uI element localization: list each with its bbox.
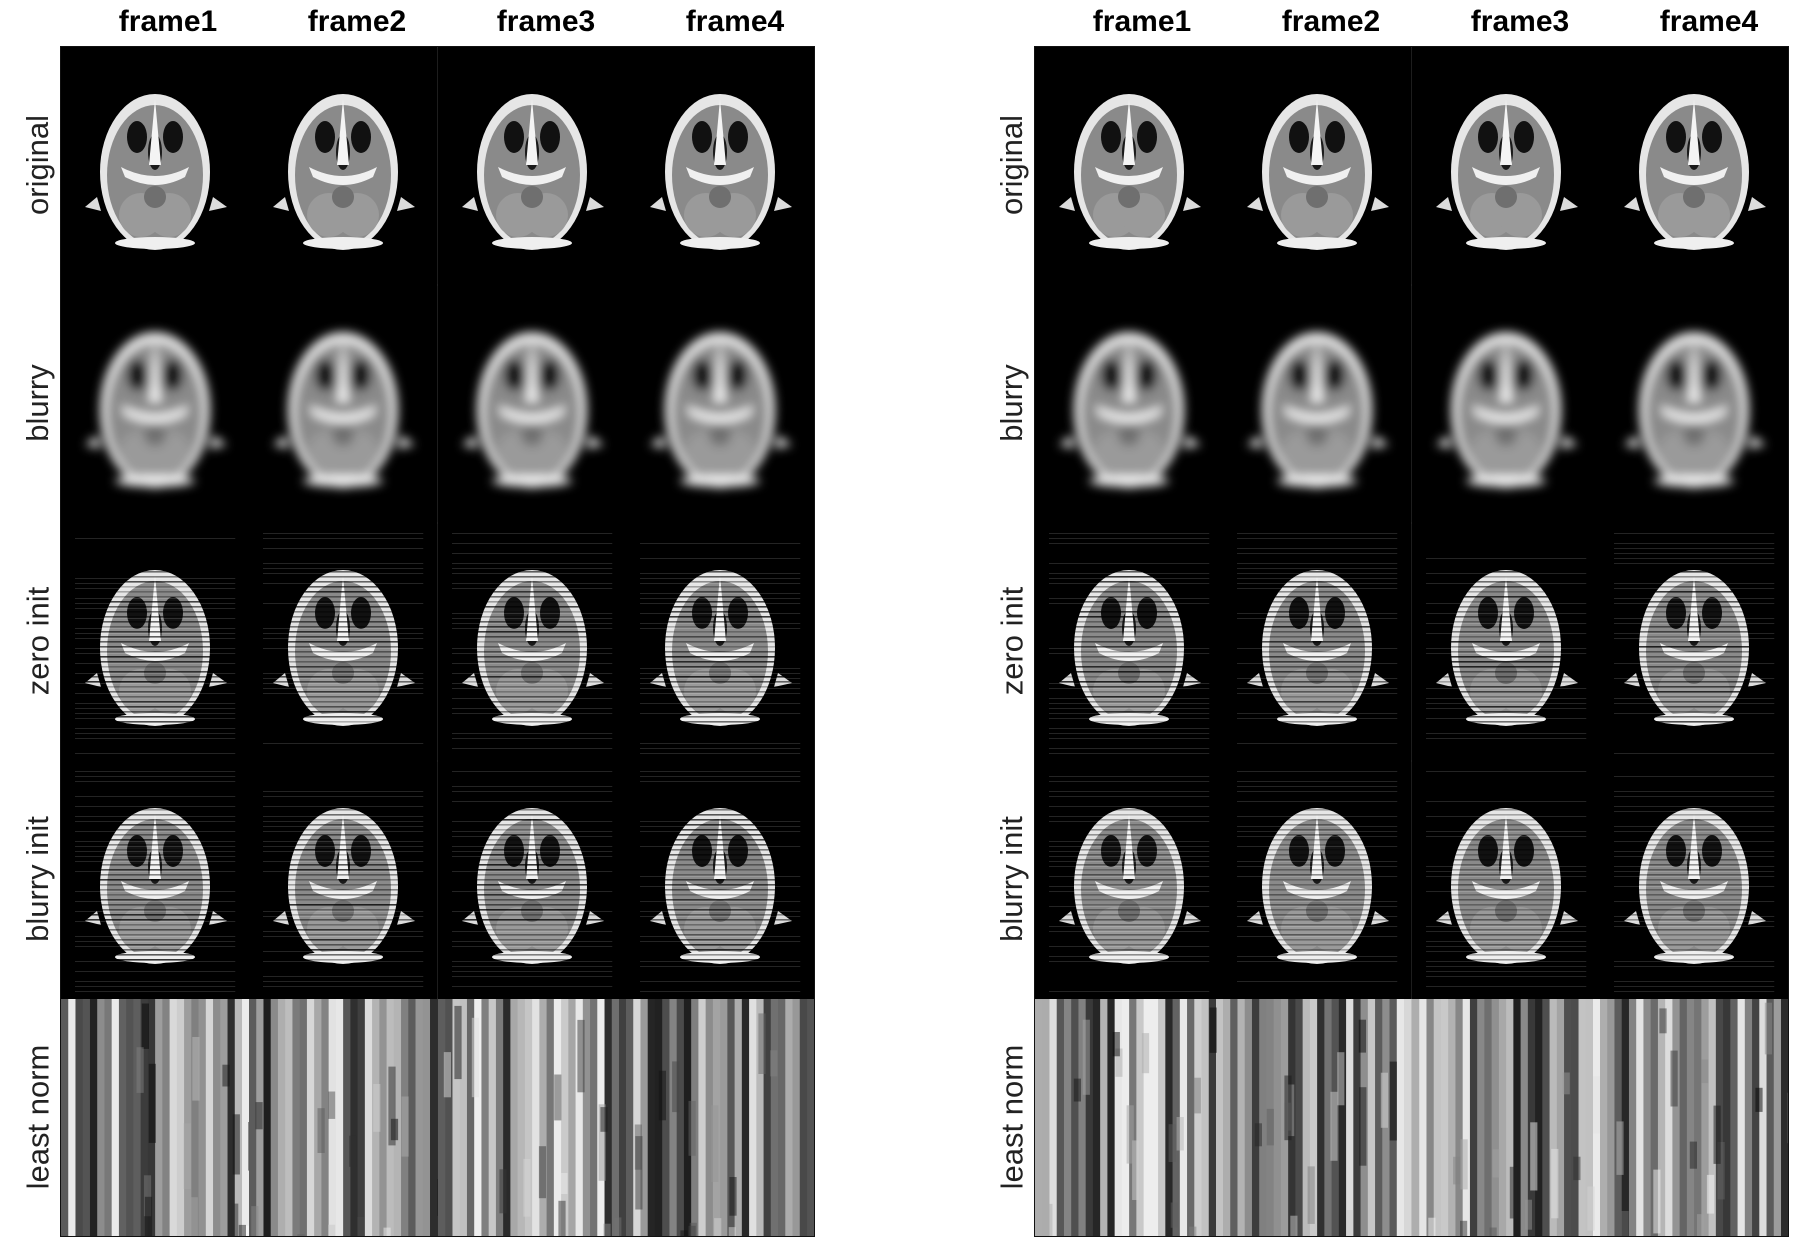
row-label-zero-init: zero init [20,586,56,696]
row-label-blurry: blurry [20,364,56,442]
noise-image [437,999,626,1236]
striped-brain-mri-image [437,523,626,761]
column-label-frame1: frame1 [1092,5,1192,38]
column-label-frame3: frame3 [496,5,596,38]
row-label-blurry-init: blurry init [994,816,1030,942]
noise-image [249,999,438,1236]
striped-brain-mri-image [625,523,814,761]
blurred-brain-mri-image [1035,285,1224,523]
striped-brain-mri-image [1223,761,1412,999]
column-label-frame2: frame2 [307,5,407,38]
striped-brain-mri-image [249,523,438,761]
striped-brain-mri-image [1035,523,1224,761]
striped-brain-mri-image [1223,523,1412,761]
brain-mri-image [61,47,250,285]
column-label-frame2: frame2 [1281,5,1381,38]
noise-image [61,999,250,1236]
blurred-brain-mri-image [249,285,438,523]
brain-mri-image [1411,47,1600,285]
row-label-zero-init: zero init [994,586,1030,696]
noise-image [1223,999,1412,1236]
row-label-least-norm: least norm [20,1044,56,1190]
row-label-original: original [20,115,56,215]
brain-mri-image [1223,47,1412,285]
row-label-blurry: blurry [994,364,1030,442]
brain-mri-image [249,47,438,285]
row-label-blurry-init: blurry init [20,816,56,942]
striped-brain-mri-image [1411,761,1600,999]
striped-brain-mri-image [61,523,250,761]
row-label-original: original [994,115,1030,215]
noise-image [1599,999,1788,1236]
left-panel: frame1 frame2 frame3 frame4 original blu… [16,0,816,1250]
blurred-brain-mri-image [1599,285,1788,523]
column-label-frame3: frame3 [1470,5,1570,38]
brain-mri-image [625,47,814,285]
column-label-frame4: frame4 [1659,5,1759,38]
striped-brain-mri-image [1599,761,1788,999]
column-label-frame1: frame1 [118,5,218,38]
brain-mri-image [1599,47,1788,285]
blurred-brain-mri-image [437,285,626,523]
noise-image [625,999,814,1236]
row-label-least-norm: least norm [994,1044,1030,1190]
right-panel: frame1 frame2 frame3 frame4 original blu… [990,0,1790,1250]
noise-image [1411,999,1600,1236]
striped-brain-mri-image [625,761,814,999]
striped-brain-mri-image [1035,761,1224,999]
image-grid [1034,46,1789,1237]
striped-brain-mri-image [1411,523,1600,761]
striped-brain-mri-image [1599,523,1788,761]
striped-brain-mri-image [437,761,626,999]
image-grid [60,46,815,1237]
noise-image [1035,999,1224,1236]
column-label-frame4: frame4 [685,5,785,38]
brain-mri-image [1035,47,1224,285]
striped-brain-mri-image [249,761,438,999]
blurred-brain-mri-image [625,285,814,523]
blurred-brain-mri-image [61,285,250,523]
brain-mri-image [437,47,626,285]
blurred-brain-mri-image [1411,285,1600,523]
striped-brain-mri-image [61,761,250,999]
blurred-brain-mri-image [1223,285,1412,523]
